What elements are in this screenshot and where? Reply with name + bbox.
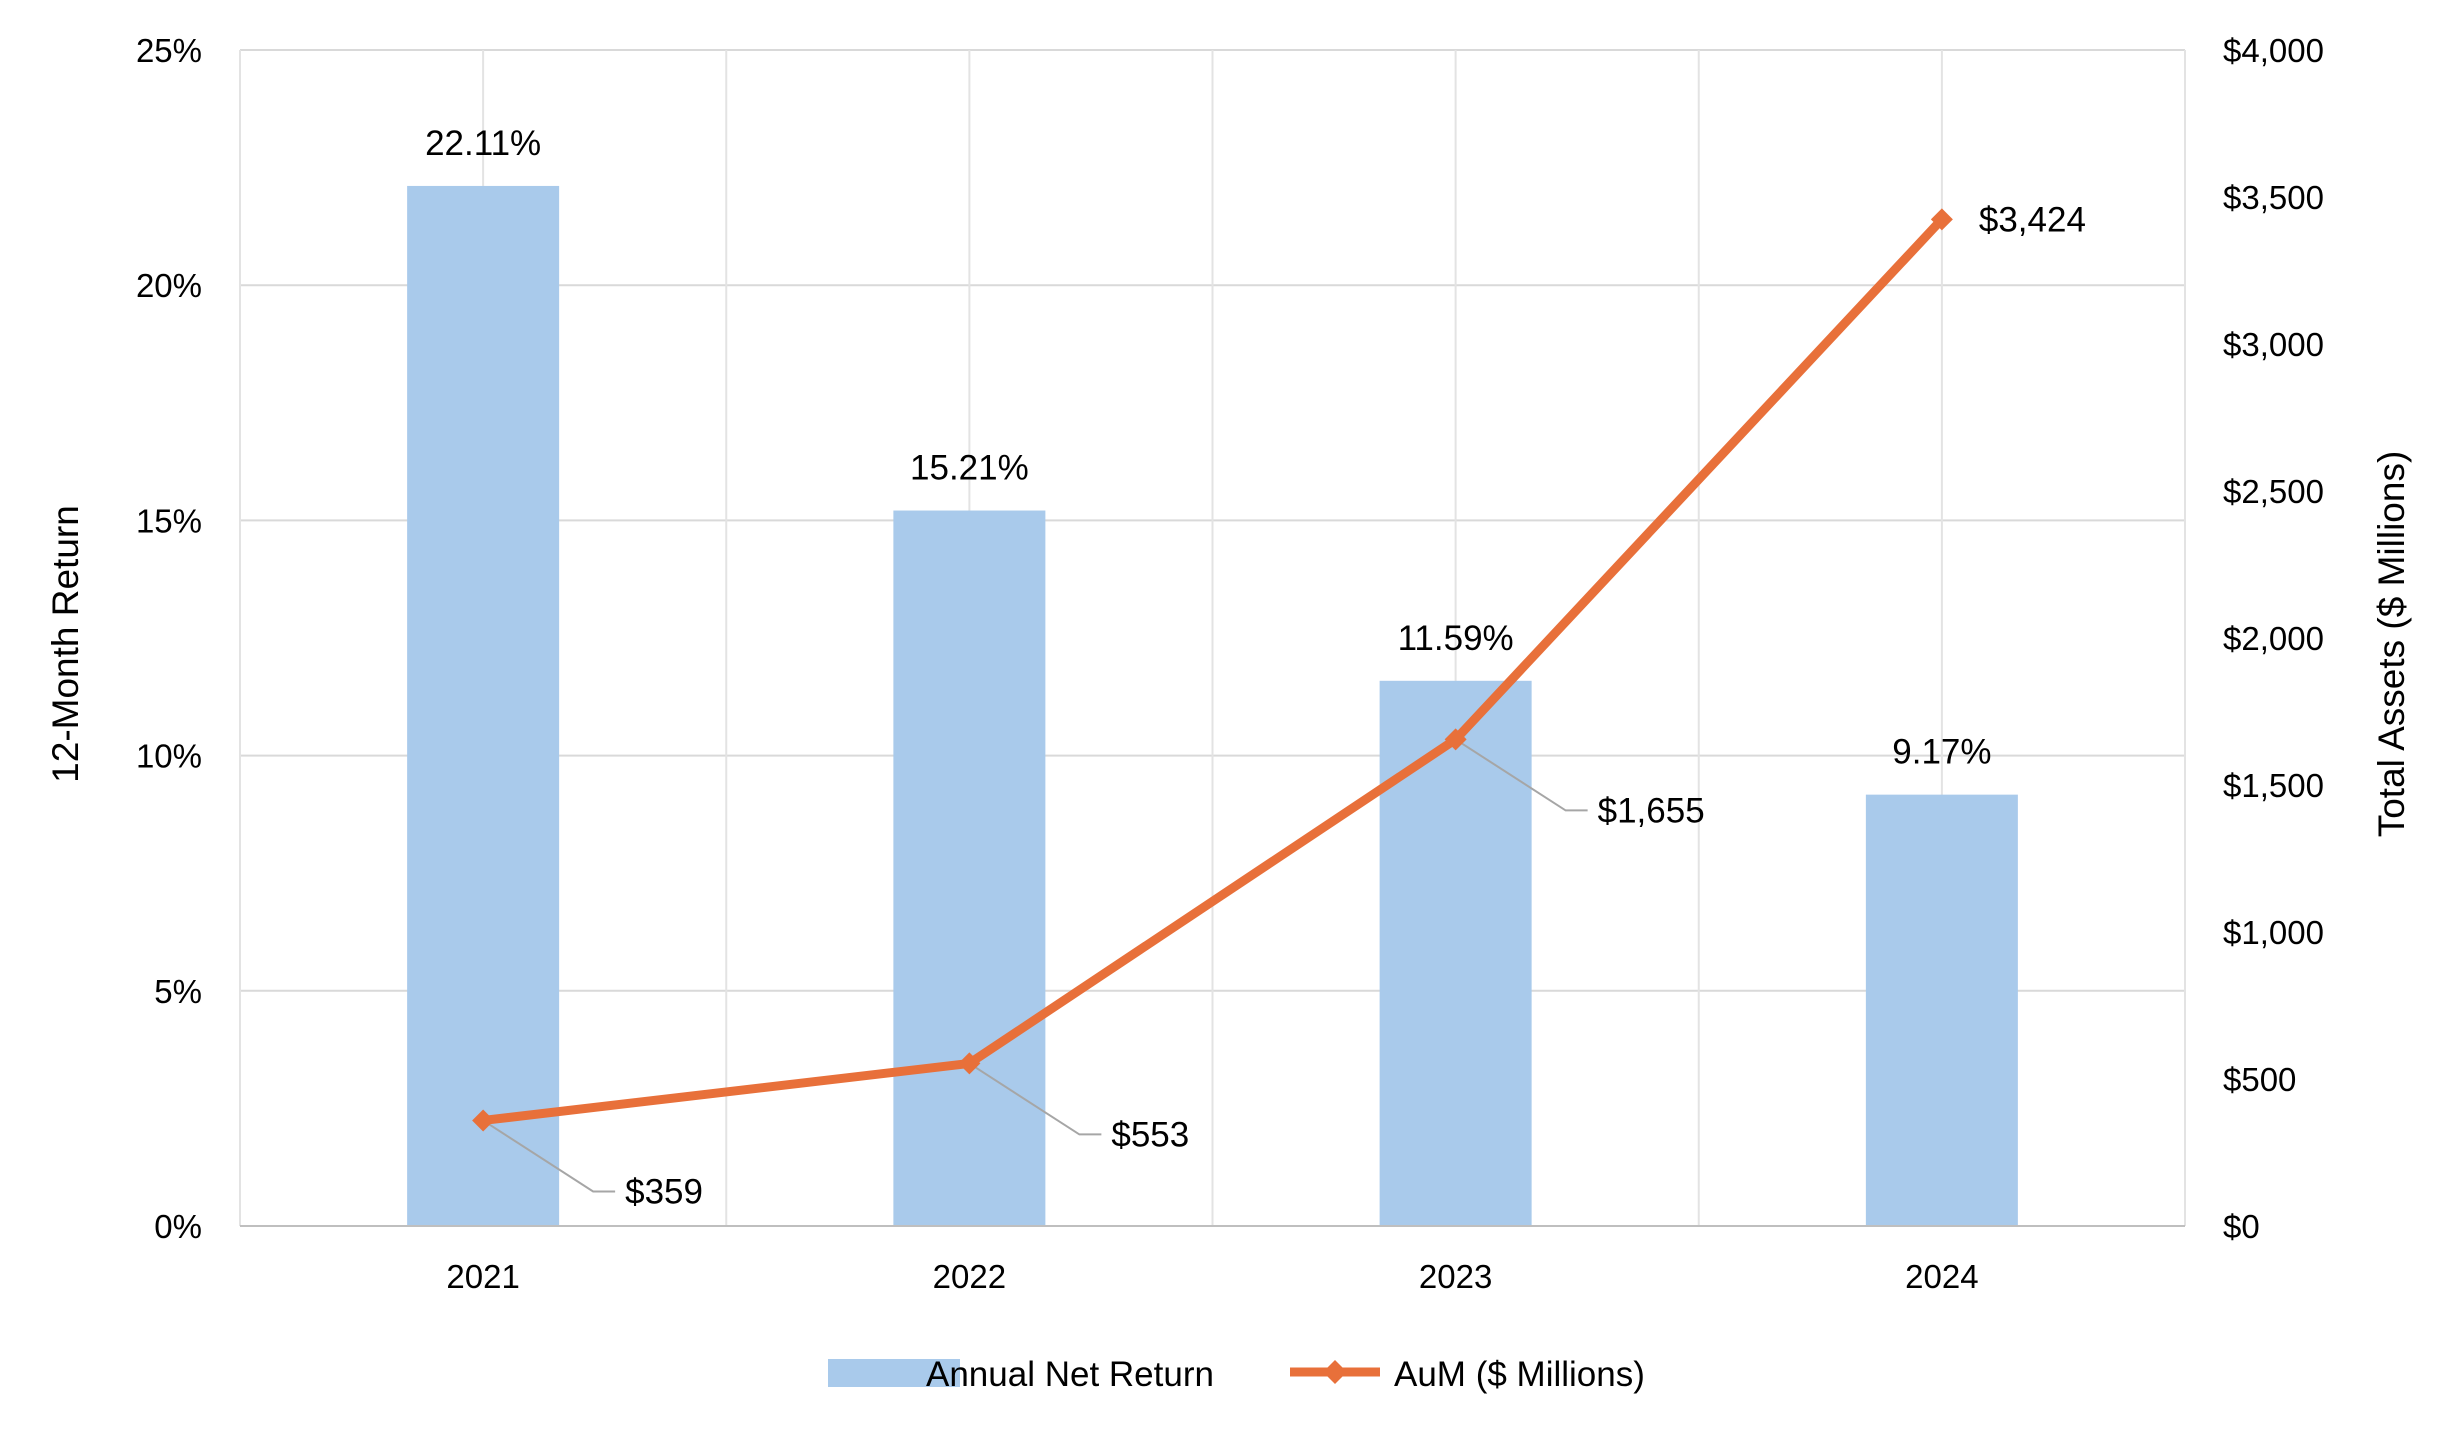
leader-line (968, 1062, 1102, 1136)
aum-marker (958, 1052, 981, 1075)
legend-label-annual-net-return: Annual Net Return (926, 1355, 1214, 1394)
bar (1379, 680, 1532, 1226)
aum-marker (472, 1109, 495, 1132)
bar-data-label: 22.11% (425, 124, 541, 163)
bar-data-label: 9.17% (1892, 733, 1991, 772)
x-tick-label: 2022 (933, 1258, 1006, 1295)
aum-marker (1930, 208, 1953, 231)
x-tick-label: 2021 (446, 1258, 519, 1295)
bar-data-label: 11.59% (1398, 619, 1514, 658)
leader-line (1455, 738, 1588, 812)
axes: 12-Month Return Total Assets ($ Millions… (45, 32, 2412, 1295)
leader-lines (482, 738, 1588, 1193)
y2-axis-title: Total Assets ($ Millions) (2371, 451, 2412, 838)
y2-tick-label: $4,000 (2223, 32, 2324, 69)
leader-line (482, 1119, 616, 1193)
legend-label-aum: AuM ($ Millions) (1394, 1355, 1645, 1394)
y-tick-label: 0% (154, 1208, 202, 1245)
y-tick-label: 5% (154, 973, 202, 1010)
bar-data-label: 15.21% (910, 449, 1029, 488)
x-tick-label: 2024 (1905, 1258, 1978, 1295)
bar (1865, 794, 2018, 1226)
line-data-label: $359 (625, 1172, 703, 1211)
y2-tick-label: $3,000 (2223, 326, 2324, 363)
legend-swatch-annual-net-return (828, 1359, 960, 1387)
data-labels: 22.11% 15.21% 11.59% 9.17% $359 $553 $1,655 $3,… (425, 124, 2086, 1212)
legend: Annual Net Return AuM ($ Millions) (828, 1355, 1645, 1394)
y2-tick-label: $2,500 (2223, 473, 2324, 510)
y2-tick-label: $0 (2223, 1208, 2260, 1245)
legend-marker-aum (1323, 1360, 1347, 1384)
y2-tick-label: $1,000 (2223, 914, 2324, 951)
line-data-label: $553 (1111, 1115, 1189, 1154)
y-tick-label: 25% (136, 32, 202, 69)
bar (893, 510, 1046, 1226)
y-tick-label: 20% (136, 267, 202, 304)
line-data-label: $3,424 (1979, 200, 2086, 239)
y-tick-label: 15% (136, 502, 202, 539)
aum-line (482, 216, 1946, 1125)
y2-tick-label: $2,000 (2223, 620, 2324, 657)
x-tick-label: 2023 (1419, 1258, 1492, 1295)
y-tick-label: 10% (136, 738, 202, 775)
y-axis-title: 12-Month Return (45, 505, 86, 783)
bar (407, 185, 560, 1227)
line-data-label: $1,655 (1598, 791, 1705, 830)
y2-tick-label: $3,500 (2223, 179, 2324, 216)
aum-marker (1444, 728, 1467, 751)
y2-tick-label: $1,500 (2223, 767, 2324, 804)
line-series (472, 208, 1953, 1132)
y2-tick-label: $500 (2223, 1061, 2296, 1098)
